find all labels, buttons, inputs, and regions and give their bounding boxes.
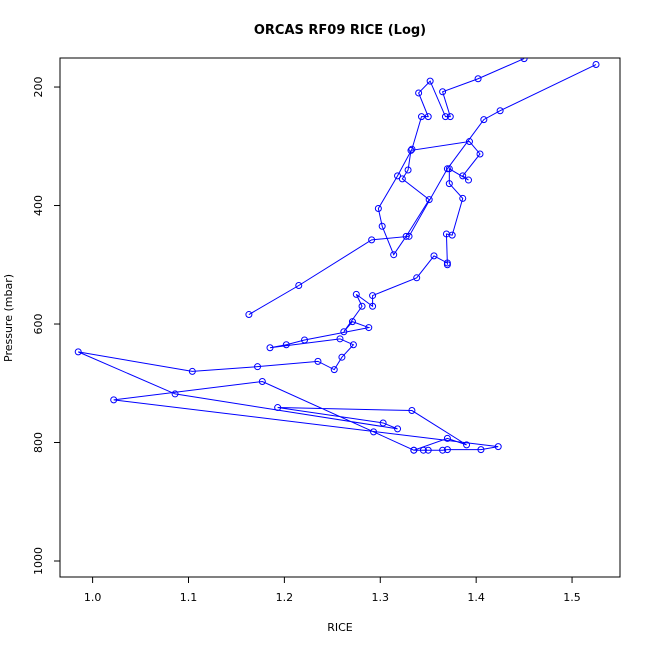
y-tick-label: 400	[32, 195, 45, 216]
data-point	[266, 344, 274, 352]
data-point	[274, 404, 282, 412]
data-line	[78, 58, 525, 451]
plot-frame	[59, 57, 621, 578]
data-point	[188, 367, 196, 375]
data-point	[410, 446, 418, 454]
y-tick-label: 600	[32, 314, 45, 335]
data-point	[378, 222, 386, 230]
y-tick-label: 200	[32, 77, 45, 98]
data-point	[370, 428, 378, 436]
data-point	[413, 274, 421, 282]
y-tick-label: 800	[32, 432, 45, 453]
data-point	[336, 335, 344, 343]
data-point	[301, 336, 309, 344]
data-point	[424, 446, 432, 454]
data-point	[338, 353, 346, 361]
data-point	[441, 113, 449, 121]
data-point	[408, 145, 416, 153]
data-point	[408, 407, 416, 415]
data-point	[448, 231, 456, 239]
data-point	[282, 341, 290, 349]
data-point	[592, 61, 600, 69]
data-point	[330, 366, 338, 374]
data-point	[352, 290, 360, 298]
data-point	[295, 282, 303, 290]
data-point	[520, 58, 528, 63]
data-point	[379, 419, 387, 427]
data-point	[348, 318, 356, 326]
data-point	[474, 75, 482, 83]
data-point	[424, 113, 432, 121]
data-point	[443, 261, 451, 269]
x-tick-label: 1.5	[563, 591, 581, 604]
data-point	[446, 113, 454, 121]
data-point	[418, 113, 426, 121]
data-point	[374, 204, 382, 212]
data-point	[445, 165, 453, 173]
data-point	[358, 302, 366, 310]
data-point	[443, 446, 451, 454]
data-point	[340, 328, 348, 336]
data-point	[419, 446, 427, 454]
data-point	[171, 390, 179, 398]
x-tick-label: 1.1	[180, 591, 198, 604]
data-point	[443, 165, 451, 173]
data-point	[439, 446, 447, 454]
y-tick-label: 1000	[32, 547, 45, 575]
data-point	[425, 196, 433, 204]
data-point	[254, 363, 262, 371]
data-point	[415, 89, 423, 97]
x-tick-label: 1.0	[84, 591, 102, 604]
data-point	[445, 180, 453, 188]
data-point	[494, 443, 502, 451]
data-point	[476, 150, 484, 158]
x-axis-label: RICE	[327, 621, 353, 634]
y-axis-label: Pressure (mbar)	[2, 274, 15, 362]
data-point	[439, 88, 447, 96]
data-point	[405, 232, 413, 240]
data-point	[430, 252, 438, 260]
data-point	[464, 176, 472, 184]
data-point	[459, 194, 467, 202]
x-tick-label: 1.3	[372, 591, 390, 604]
data-point	[465, 138, 473, 146]
x-tick-label: 1.4	[467, 591, 485, 604]
data-point	[459, 172, 467, 180]
data-point	[110, 396, 118, 404]
data-point	[443, 434, 451, 442]
data-point	[394, 425, 402, 433]
data-point	[369, 302, 377, 310]
data-point	[394, 172, 402, 180]
data-point	[426, 77, 434, 85]
data-point	[258, 377, 266, 385]
data-point	[245, 311, 253, 319]
data-point	[480, 116, 488, 124]
data-point	[407, 146, 415, 154]
x-tick-label: 1.2	[276, 591, 294, 604]
data-point	[368, 236, 376, 244]
data-point	[349, 341, 357, 349]
data-point	[314, 357, 322, 365]
data-point	[404, 166, 412, 174]
data-point	[402, 232, 410, 240]
data-point	[477, 446, 485, 454]
chart-title: ORCAS RF09 RICE (Log)	[254, 23, 426, 38]
data-point	[390, 251, 398, 259]
data-point	[365, 324, 373, 332]
data-point	[74, 348, 82, 356]
data-point	[496, 107, 504, 115]
data-point	[369, 292, 377, 300]
data-point	[463, 441, 471, 449]
